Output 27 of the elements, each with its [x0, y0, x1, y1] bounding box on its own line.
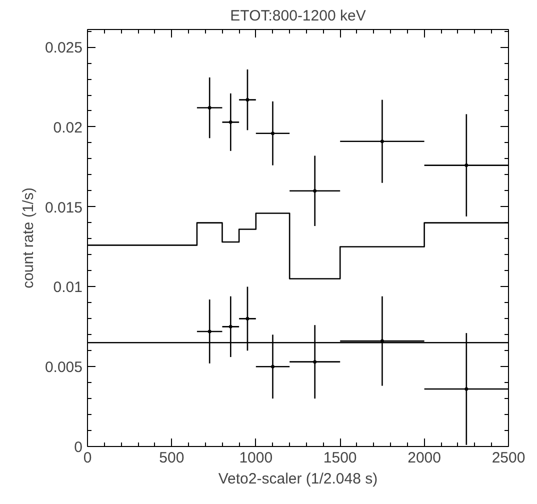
- point: [313, 189, 317, 193]
- point: [208, 106, 212, 110]
- x-tick-label: 500: [159, 450, 184, 466]
- point: [208, 330, 212, 334]
- point: [380, 140, 384, 144]
- x-tick-label: 2000: [408, 450, 441, 466]
- x-tick-label: 1500: [323, 450, 357, 466]
- y-tick-label: 0.005: [44, 359, 83, 376]
- x-axis-title: Veto2-scaler (1/2.048 s): [218, 470, 378, 488]
- point: [246, 98, 250, 102]
- point: [228, 324, 232, 328]
- point: [464, 164, 468, 168]
- y-tick-label: 0.015: [44, 199, 83, 216]
- chart-title: ETOT:800-1200 keV: [230, 8, 366, 24]
- y-tick-label: 0: [74, 439, 82, 456]
- point: [464, 387, 468, 391]
- point: [313, 360, 317, 364]
- x-tick-label: 1000: [239, 450, 273, 466]
- point: [270, 364, 274, 368]
- y-tick-label: 0.02: [53, 119, 83, 136]
- point: [246, 316, 250, 320]
- y-axis-title: count rate (1/s): [20, 188, 37, 288]
- y-tick-label: 0.01: [53, 279, 83, 296]
- point: [228, 120, 232, 124]
- x-tick-label: 2500: [492, 450, 526, 466]
- y-tick-label: 0.025: [44, 40, 83, 57]
- point: [270, 132, 274, 136]
